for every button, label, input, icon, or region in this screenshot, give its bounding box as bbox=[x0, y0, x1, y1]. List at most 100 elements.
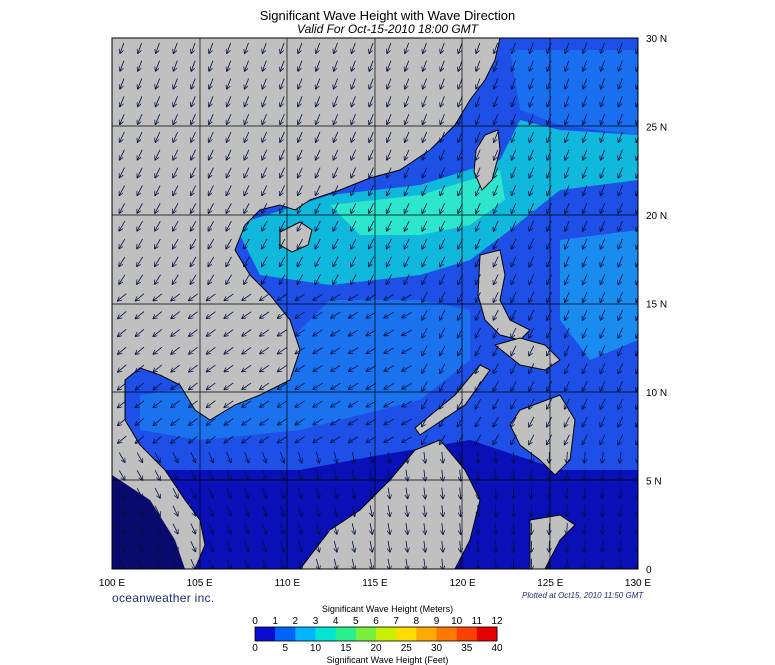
direction-arrow bbox=[331, 293, 341, 300]
lon-label: 125 E bbox=[537, 578, 563, 589]
direction-arrow bbox=[120, 96, 125, 106]
direction-arrow bbox=[262, 113, 267, 124]
direction-arrow bbox=[209, 78, 214, 88]
direction-arrow bbox=[333, 113, 339, 124]
direction-arrow bbox=[457, 399, 464, 409]
direction-arrow bbox=[137, 274, 144, 284]
direction-arrow bbox=[458, 149, 463, 160]
direction-arrow bbox=[173, 185, 179, 196]
direction-arrow bbox=[636, 172, 638, 177]
direction-arrow bbox=[280, 523, 284, 533]
direction-arrow bbox=[155, 185, 161, 196]
direction-arrow bbox=[384, 329, 394, 336]
direction-arrow bbox=[636, 207, 638, 213]
direction-arrow bbox=[384, 436, 394, 443]
direction-arrow bbox=[190, 470, 196, 480]
direction-arrow bbox=[402, 329, 412, 335]
direction-arrow bbox=[260, 364, 270, 371]
direction-arrow bbox=[384, 383, 394, 389]
direction-arrow bbox=[442, 540, 443, 552]
direction-arrow bbox=[547, 113, 552, 124]
direction-arrow bbox=[618, 381, 624, 391]
direction-arrow bbox=[280, 185, 285, 195]
lon-label: 105 E bbox=[187, 578, 213, 589]
direction-arrow bbox=[352, 487, 354, 499]
direction-arrow bbox=[494, 96, 499, 106]
colorbar-meter-tick: 6 bbox=[373, 616, 379, 627]
brand-logo-text[interactable]: oceanweather inc. bbox=[112, 591, 215, 605]
chart-title: Significant Wave Height with Wave Direct… bbox=[259, 8, 516, 23]
direction-arrow bbox=[137, 256, 144, 266]
direction-arrow bbox=[388, 540, 390, 552]
direction-arrow bbox=[457, 416, 464, 427]
direction-arrow bbox=[209, 131, 214, 142]
direction-arrow bbox=[207, 329, 216, 337]
direction-arrow bbox=[209, 149, 214, 160]
direction-arrow bbox=[154, 505, 160, 516]
direction-arrow bbox=[171, 364, 180, 372]
direction-arrow bbox=[349, 329, 359, 336]
colorbar-swatch bbox=[295, 627, 316, 641]
direction-arrow bbox=[600, 238, 606, 249]
direction-arrow bbox=[154, 559, 160, 569]
direction-arrow bbox=[387, 96, 392, 106]
direction-arrow bbox=[405, 78, 410, 88]
direction-arrow bbox=[440, 238, 446, 249]
direction-arrow bbox=[316, 113, 321, 124]
direction-arrow bbox=[547, 167, 552, 178]
direction-arrow bbox=[226, 203, 232, 213]
direction-arrow bbox=[547, 381, 552, 391]
direction-arrow bbox=[191, 60, 196, 71]
direction-arrow bbox=[369, 96, 374, 106]
direction-arrow bbox=[190, 256, 197, 266]
direction-arrow bbox=[295, 311, 305, 318]
direction-arrow bbox=[298, 96, 303, 106]
direction-arrow bbox=[191, 185, 197, 196]
direction-arrow bbox=[511, 434, 517, 445]
direction-arrow bbox=[388, 487, 390, 499]
direction-arrow bbox=[172, 470, 178, 480]
direction-arrow bbox=[636, 332, 638, 338]
direction-arrow bbox=[601, 131, 605, 142]
direction-arrow bbox=[208, 541, 213, 551]
direction-arrow bbox=[118, 505, 125, 516]
direction-arrow bbox=[369, 185, 374, 195]
colorbar-meter-tick: 8 bbox=[414, 616, 420, 627]
direction-arrow bbox=[494, 78, 499, 88]
direction-arrow bbox=[440, 381, 446, 391]
direction-arrow bbox=[369, 274, 375, 285]
colorbar-swatch bbox=[376, 627, 397, 641]
direction-arrow bbox=[600, 274, 606, 284]
direction-arrow bbox=[405, 131, 410, 142]
direction-arrow bbox=[511, 363, 517, 373]
direction-arrow bbox=[208, 203, 214, 213]
direction-arrow bbox=[601, 167, 606, 177]
direction-arrow bbox=[583, 131, 588, 142]
direction-arrow bbox=[405, 167, 410, 178]
direction-arrow bbox=[402, 365, 412, 371]
direction-arrow bbox=[636, 225, 638, 231]
direction-arrow bbox=[602, 487, 603, 499]
direction-arrow bbox=[512, 131, 517, 142]
direction-arrow bbox=[226, 274, 232, 284]
direction-arrow bbox=[618, 434, 624, 445]
direction-arrow bbox=[136, 382, 145, 390]
direction-arrow bbox=[331, 382, 341, 389]
direction-arrow bbox=[190, 559, 196, 569]
direction-arrow bbox=[156, 78, 161, 88]
direction-arrow bbox=[280, 60, 285, 71]
direction-arrow bbox=[278, 436, 287, 443]
direction-arrow bbox=[440, 256, 446, 267]
direction-arrow bbox=[583, 167, 588, 177]
direction-arrow bbox=[567, 469, 568, 481]
direction-arrow bbox=[601, 113, 605, 124]
direction-arrow bbox=[511, 167, 517, 178]
direction-arrow bbox=[475, 416, 482, 427]
direction-arrow bbox=[280, 78, 285, 88]
direction-arrow bbox=[440, 149, 445, 160]
direction-arrow bbox=[494, 185, 499, 195]
direction-arrow bbox=[280, 256, 286, 267]
land-sulawesi bbox=[529, 514, 576, 569]
direction-arrow bbox=[155, 96, 161, 106]
direction-arrow bbox=[260, 347, 270, 353]
